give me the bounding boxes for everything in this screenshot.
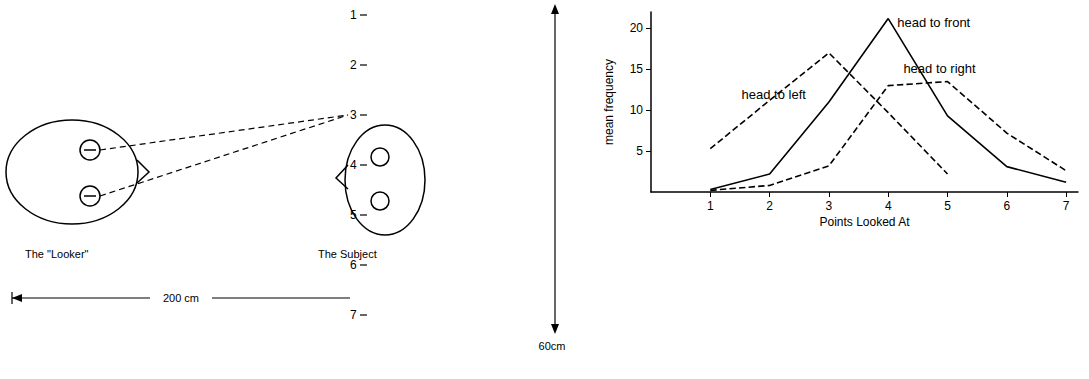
svg-text:60cm: 60cm — [539, 340, 566, 352]
svg-text:200 cm: 200 cm — [163, 292, 199, 304]
svg-text:head to right: head to right — [903, 61, 976, 76]
svg-text:2: 2 — [766, 199, 773, 213]
svg-text:Points Looked At: Points Looked At — [819, 215, 910, 229]
svg-text:6: 6 — [1003, 199, 1010, 213]
svg-text:4: 4 — [350, 158, 357, 172]
svg-text:head to front: head to front — [897, 15, 970, 30]
svg-text:4: 4 — [885, 199, 892, 213]
svg-text:10: 10 — [630, 103, 644, 117]
svg-text:5: 5 — [350, 208, 357, 222]
svg-text:head to left: head to left — [742, 87, 807, 102]
svg-text:The Subject: The Subject — [318, 248, 377, 260]
svg-text:15: 15 — [630, 62, 644, 76]
svg-text:6: 6 — [350, 258, 357, 272]
svg-text:5: 5 — [636, 144, 643, 158]
svg-text:1: 1 — [707, 199, 714, 213]
svg-text:The "Looker": The "Looker" — [25, 248, 89, 260]
svg-text:20: 20 — [630, 21, 644, 35]
svg-text:mean frequency: mean frequency — [602, 59, 616, 145]
svg-text:7: 7 — [350, 308, 357, 322]
svg-text:5: 5 — [944, 199, 951, 213]
svg-text:7: 7 — [1063, 199, 1070, 213]
svg-text:2: 2 — [350, 58, 357, 72]
svg-text:3: 3 — [826, 199, 833, 213]
svg-text:3: 3 — [350, 108, 357, 122]
svg-text:1: 1 — [350, 8, 357, 22]
